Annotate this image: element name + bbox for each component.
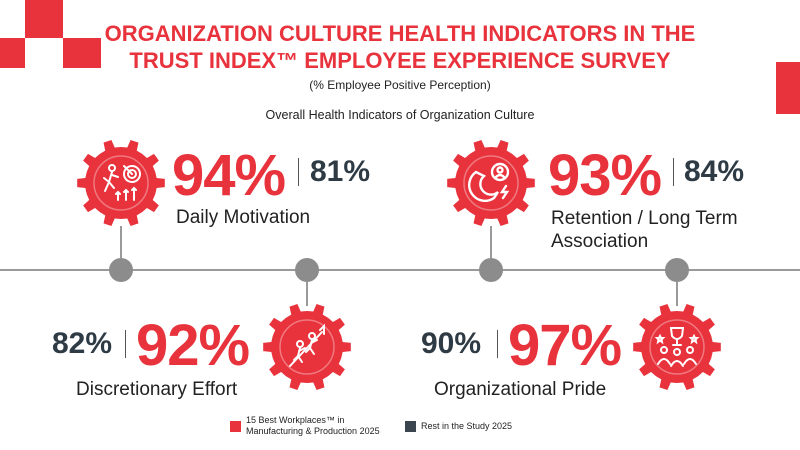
gear-shape <box>77 140 165 226</box>
gear-organizational-pride <box>633 304 721 390</box>
legend-best-line1: 15 Best Workplaces™ in <box>246 415 345 425</box>
legend-best-line2: Manufacturing & Production 2025 <box>246 426 380 436</box>
decor-square <box>25 0 63 38</box>
gear-retention <box>447 140 535 226</box>
gear-inner-ring <box>279 319 335 375</box>
decor-square <box>63 38 101 68</box>
label-discretionary-effort: Discretionary Effort <box>76 379 238 400</box>
legend-swatch-rest <box>405 421 416 432</box>
best-value-discretionary-effort: 92% <box>136 313 250 378</box>
team-trophy-icon <box>654 327 700 367</box>
timeline-node <box>665 258 689 282</box>
best-value-organizational-pride: 97% <box>508 313 622 378</box>
decor-square <box>776 62 800 114</box>
chart-subtitle: (% Employee Positive Perception) <box>309 78 491 92</box>
gear-shape <box>447 140 535 226</box>
timeline-line <box>0 269 800 271</box>
magnet-person-icon <box>468 162 510 203</box>
gear-inner-ring <box>463 155 519 211</box>
label-retention-line1: Retention / Long Term <box>551 208 738 229</box>
rest-value-daily-motivation: 81% <box>310 155 371 188</box>
timeline-node <box>109 258 133 282</box>
value-divider <box>298 158 299 186</box>
climbing-people-icon <box>289 323 325 367</box>
decor-square <box>0 38 25 68</box>
rest-value-retention: 84% <box>684 155 745 188</box>
label-retention-line2: Association <box>551 231 649 252</box>
section-title: Overall Health Indicators of Organizatio… <box>265 108 535 122</box>
label-daily-motivation: Daily Motivation <box>176 207 311 228</box>
label-organizational-pride: Organizational Pride <box>434 379 607 400</box>
best-value-retention: 93% <box>548 143 662 208</box>
value-divider <box>497 330 498 358</box>
timeline-node <box>295 258 319 282</box>
value-divider <box>673 158 674 186</box>
timeline-node <box>479 258 503 282</box>
rest-value-discretionary-effort: 82% <box>52 327 113 360</box>
legend-swatch-best <box>230 421 241 432</box>
gear-daily-motivation <box>77 140 165 226</box>
running-target-icon <box>103 164 141 201</box>
gear-inner-ring <box>93 155 149 211</box>
best-value-daily-motivation: 94% <box>172 143 286 208</box>
chart-title-line1: ORGANIZATION CULTURE HEALTH INDICATORS I… <box>104 21 696 46</box>
chart-title-line2: TRUST INDEX™ EMPLOYEE EXPERIENCE SURVEY <box>129 48 671 73</box>
legend-rest: Rest in the Study 2025 <box>421 421 513 431</box>
value-divider <box>125 330 126 358</box>
gear-inner-ring <box>649 319 705 375</box>
gear-shape <box>633 304 721 390</box>
rest-value-organizational-pride: 90% <box>421 327 482 360</box>
